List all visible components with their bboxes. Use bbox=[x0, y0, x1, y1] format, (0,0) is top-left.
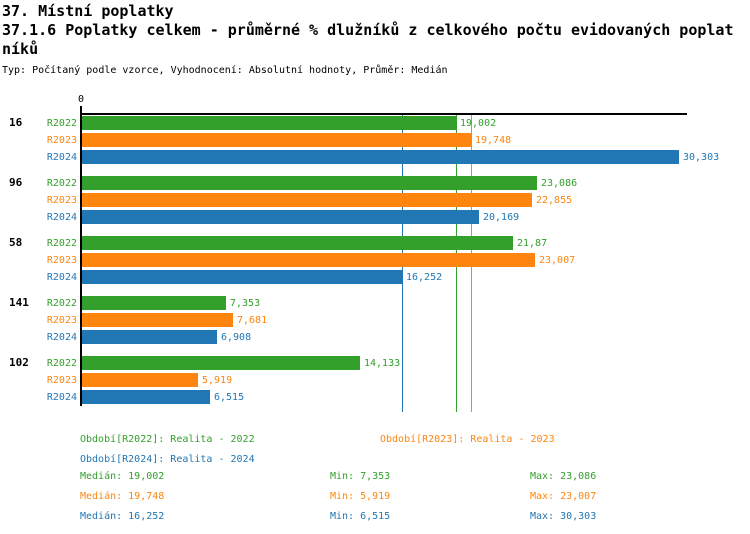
stat-max-r2023: Max: 23,007 bbox=[530, 491, 597, 502]
bar-r2022-group-102 bbox=[82, 356, 360, 370]
bar-series-label: R2022 bbox=[46, 118, 77, 129]
group-label-102: 102 bbox=[9, 356, 29, 369]
bar-value-label: 7,681 bbox=[237, 315, 268, 326]
group-label-141: 141 bbox=[9, 296, 29, 309]
bar-value-label: 6,515 bbox=[214, 392, 245, 403]
bar-r2023-group-96 bbox=[82, 193, 532, 207]
bar-series-label: R2024 bbox=[46, 152, 77, 163]
bar-value-label: 6,908 bbox=[221, 332, 252, 343]
stat-min-r2022: Min: 7,353 bbox=[330, 471, 391, 482]
bar-r2023-group-102 bbox=[82, 373, 198, 387]
bar-r2024-group-58 bbox=[82, 270, 402, 284]
bar-value-label: 16,252 bbox=[406, 272, 443, 283]
bar-series-label: R2022 bbox=[46, 298, 77, 309]
stat-max-r2024: Max: 30,303 bbox=[530, 511, 597, 522]
report-subtitle-line2: níků bbox=[2, 40, 39, 58]
bar-series-label: R2023 bbox=[46, 195, 77, 206]
report-title: 37. Místní poplatky bbox=[2, 2, 174, 20]
report-subtitle-line1: 37.1.6 Poplatky celkem - průměrné % dluž… bbox=[2, 21, 734, 39]
bar-value-label: 7,353 bbox=[230, 298, 261, 309]
bar-series-label: R2024 bbox=[46, 332, 77, 343]
bar-r2022-group-58 bbox=[82, 236, 513, 250]
bar-r2022-group-141 bbox=[82, 296, 226, 310]
stat-min-r2024: Min: 6,515 bbox=[330, 511, 391, 522]
bar-series-label: R2024 bbox=[46, 272, 77, 283]
bar-r2023-group-58 bbox=[82, 253, 535, 267]
bar-r2022-group-16 bbox=[82, 116, 456, 130]
bar-series-label: R2022 bbox=[46, 358, 77, 369]
stat-median-r2024: Medián: 16,252 bbox=[80, 511, 165, 522]
group-label-58: 58 bbox=[9, 236, 23, 249]
group-label-96: 96 bbox=[9, 176, 23, 189]
bar-series-label: R2023 bbox=[46, 255, 77, 266]
bar-series-label: R2023 bbox=[46, 135, 77, 146]
bar-series-label: R2023 bbox=[46, 315, 77, 326]
x-axis-line bbox=[81, 113, 687, 115]
bar-series-label: R2024 bbox=[46, 212, 77, 223]
bar-series-label: R2024 bbox=[46, 392, 77, 403]
bar-value-label: 19,002 bbox=[460, 118, 497, 129]
bar-r2024-group-96 bbox=[82, 210, 479, 224]
x-axis-tick-label: 0 bbox=[77, 94, 85, 105]
bar-series-label: R2022 bbox=[46, 178, 77, 189]
bar-r2024-group-102 bbox=[82, 390, 210, 404]
bar-r2024-group-141 bbox=[82, 330, 217, 344]
bar-value-label: 19,748 bbox=[475, 135, 512, 146]
bar-r2023-group-141 bbox=[82, 313, 233, 327]
bar-r2022-group-96 bbox=[82, 176, 537, 190]
bar-value-label: 30,303 bbox=[683, 152, 720, 163]
bar-value-label: 22,855 bbox=[536, 195, 573, 206]
bar-series-label: R2023 bbox=[46, 375, 77, 386]
stat-max-r2022: Max: 23,086 bbox=[530, 471, 597, 482]
stat-min-r2023: Min: 5,919 bbox=[330, 491, 391, 502]
group-label-16: 16 bbox=[9, 116, 23, 129]
y-axis-line bbox=[80, 106, 82, 406]
legend-item-r2022: Období[R2022]: Realita - 2022 bbox=[80, 434, 255, 445]
bar-series-label: R2022 bbox=[46, 238, 77, 249]
bar-value-label: 5,919 bbox=[202, 375, 233, 386]
bar-r2023-group-16 bbox=[82, 133, 471, 147]
stat-median-r2022: Medián: 19,002 bbox=[80, 471, 165, 482]
bar-value-label: 14,133 bbox=[364, 358, 401, 369]
bar-value-label: 23,007 bbox=[539, 255, 576, 266]
bar-value-label: 23,086 bbox=[541, 178, 578, 189]
legend-item-r2024: Období[R2024]: Realita - 2024 bbox=[80, 454, 255, 465]
bar-value-label: 20,169 bbox=[483, 212, 520, 223]
report-meta: Typ: Počítaný podle vzorce, Vyhodnocení:… bbox=[2, 65, 448, 76]
bar-r2024-group-16 bbox=[82, 150, 679, 164]
legend-item-r2023: Období[R2023]: Realita - 2023 bbox=[380, 434, 555, 445]
bar-value-label: 21,87 bbox=[517, 238, 548, 249]
stat-median-r2023: Medián: 19,748 bbox=[80, 491, 165, 502]
